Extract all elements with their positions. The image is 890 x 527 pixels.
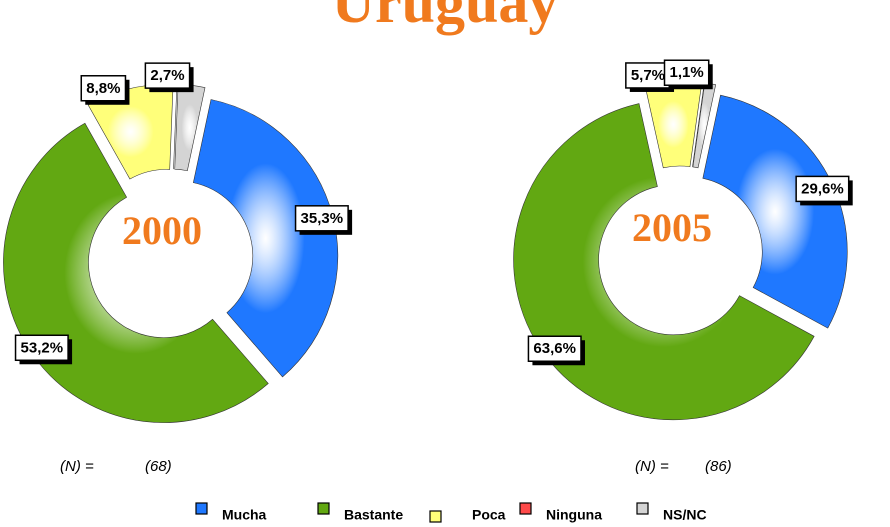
n-value: (86) <box>705 458 732 475</box>
legend-swatch <box>636 502 649 515</box>
value-label: 53,2% <box>21 339 64 356</box>
label-box <box>144 62 191 89</box>
legend-label: Bastante <box>344 507 403 523</box>
legend-label: Ninguna <box>546 507 602 523</box>
label-box <box>14 334 69 362</box>
n-label: (N) = <box>60 458 94 475</box>
legend-swatch <box>195 502 208 515</box>
value-label: 29,6% <box>801 180 844 197</box>
donut-title: 2005 <box>632 205 712 250</box>
legend-swatch <box>519 502 532 515</box>
label-box <box>795 175 850 203</box>
legend-swatch <box>429 510 442 523</box>
page-title: Uruguay <box>332 0 559 35</box>
donut-slice <box>644 80 703 169</box>
donut-slice <box>173 84 178 170</box>
label-box <box>663 59 710 86</box>
value-label: 63,6% <box>533 340 576 357</box>
value-label: 1,1% <box>670 64 704 81</box>
legend-label: Poca <box>472 507 506 523</box>
legend-label: Mucha <box>222 507 267 523</box>
n-value: (68) <box>145 458 172 475</box>
value-label: 35,3% <box>301 210 344 227</box>
value-label: 5,7% <box>631 67 665 84</box>
donut-slice <box>702 94 848 329</box>
donut-slice <box>513 103 815 421</box>
n-label: (N) = <box>635 458 669 475</box>
donut-slice <box>192 99 339 378</box>
label-box <box>625 62 671 89</box>
legend-swatch <box>317 502 330 515</box>
value-label: 8,8% <box>86 80 120 97</box>
label-box <box>80 75 127 102</box>
value-label: 2,7% <box>150 67 184 84</box>
label-box <box>294 205 349 232</box>
legend-label: NS/NC <box>663 507 707 523</box>
donut-title: 2000 <box>122 208 202 253</box>
label-box <box>527 335 582 362</box>
